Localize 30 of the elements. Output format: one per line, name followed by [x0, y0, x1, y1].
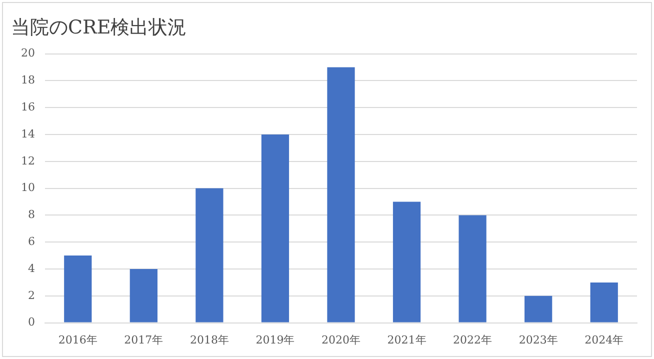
y-tick-label: 16: [20, 100, 35, 114]
y-tick-label: 8: [28, 208, 35, 222]
bar: [261, 134, 290, 322]
bar: [392, 202, 421, 322]
x-tick-label: 2020年: [322, 333, 360, 346]
y-tick-label: 20: [20, 46, 35, 60]
y-tick-label: 6: [28, 234, 35, 248]
bar: [130, 269, 158, 322]
chart-title: 当院のCRE検出状況: [11, 16, 187, 38]
bar: [590, 282, 618, 322]
y-tick-label: 12: [20, 154, 35, 168]
x-tick-label: 2023年: [518, 333, 558, 346]
y-tick-label: 0: [28, 316, 35, 329]
x-tick-label: 2016年: [58, 333, 98, 346]
x-tick-label: 2018年: [190, 333, 229, 346]
y-tick-label: 14: [20, 127, 35, 140]
bar: [64, 256, 92, 322]
y-tick-label: 2: [28, 288, 35, 302]
x-tick-label: 2024年: [584, 333, 624, 346]
bar: [327, 67, 355, 322]
x-tick-label: 2019年: [256, 333, 295, 346]
bar: [196, 188, 224, 322]
bar: [524, 296, 552, 322]
x-tick-label: 2017年: [124, 333, 164, 346]
y-tick-label: 18: [20, 74, 35, 87]
x-tick-label: 2021年: [387, 333, 426, 346]
x-tick-label: 2022年: [453, 333, 492, 346]
y-tick-label: 10: [20, 181, 35, 194]
bar: [458, 215, 486, 322]
y-tick-label: 4: [28, 262, 35, 275]
